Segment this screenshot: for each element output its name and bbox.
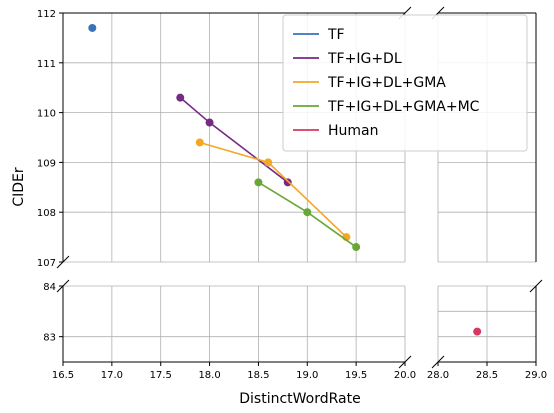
y-tick-label: 107 <box>37 258 56 269</box>
x-tick-label: 28.5 <box>476 370 498 381</box>
data-point-3-0 <box>254 178 263 187</box>
data-point-3-1 <box>303 208 312 217</box>
y-tick-label: 83 <box>43 333 56 344</box>
y-tick-label: 109 <box>37 158 56 169</box>
data-point-2-0 <box>195 138 204 147</box>
data-point-1-0 <box>176 93 185 102</box>
data-point-4-0 <box>473 327 482 336</box>
x-tick-label: 17.0 <box>101 370 123 381</box>
y-tick-label: 110 <box>37 109 56 120</box>
data-point-2-1 <box>264 158 273 167</box>
data-point-3-2 <box>352 243 361 252</box>
legend-label-3: TF+IG+DL+GMA+MC <box>327 99 480 115</box>
legend-label-4: Human <box>328 123 379 139</box>
x-tick-label: 20.0 <box>394 370 416 381</box>
legend-label-0: TF <box>327 27 345 43</box>
x-tick-label: 29.0 <box>525 370 547 381</box>
break-mark <box>529 279 543 293</box>
x-tick-label: 19.0 <box>296 370 318 381</box>
y-tick-label: 108 <box>37 208 56 219</box>
x-tick-label: 19.5 <box>345 370 367 381</box>
x-tick-label: 17.5 <box>150 370 172 381</box>
series-line-2 <box>199 141 347 238</box>
y-tick-label: 111 <box>37 59 56 70</box>
data-point-1-1 <box>205 118 214 127</box>
x-tick-label: 18.0 <box>198 370 220 381</box>
legend-box <box>282 14 528 152</box>
data-point-0-0 <box>88 23 97 32</box>
x-tick-label: 28.0 <box>427 370 449 381</box>
series-line-1 <box>179 97 289 183</box>
data-point-1-2 <box>283 178 292 187</box>
legend-label-2: TF+IG+DL+GMA <box>327 75 446 91</box>
x-axis-label: DistinctWordRate <box>239 391 361 407</box>
x-tick-label: 16.5 <box>52 370 74 381</box>
y-tick-label: 84 <box>43 282 56 293</box>
x-tick-label: 18.5 <box>247 370 269 381</box>
y-tick-label: 112 <box>37 9 56 20</box>
legend-label-1: TF+IG+DL <box>327 51 402 67</box>
y-axis-label: CIDEr <box>11 167 27 207</box>
